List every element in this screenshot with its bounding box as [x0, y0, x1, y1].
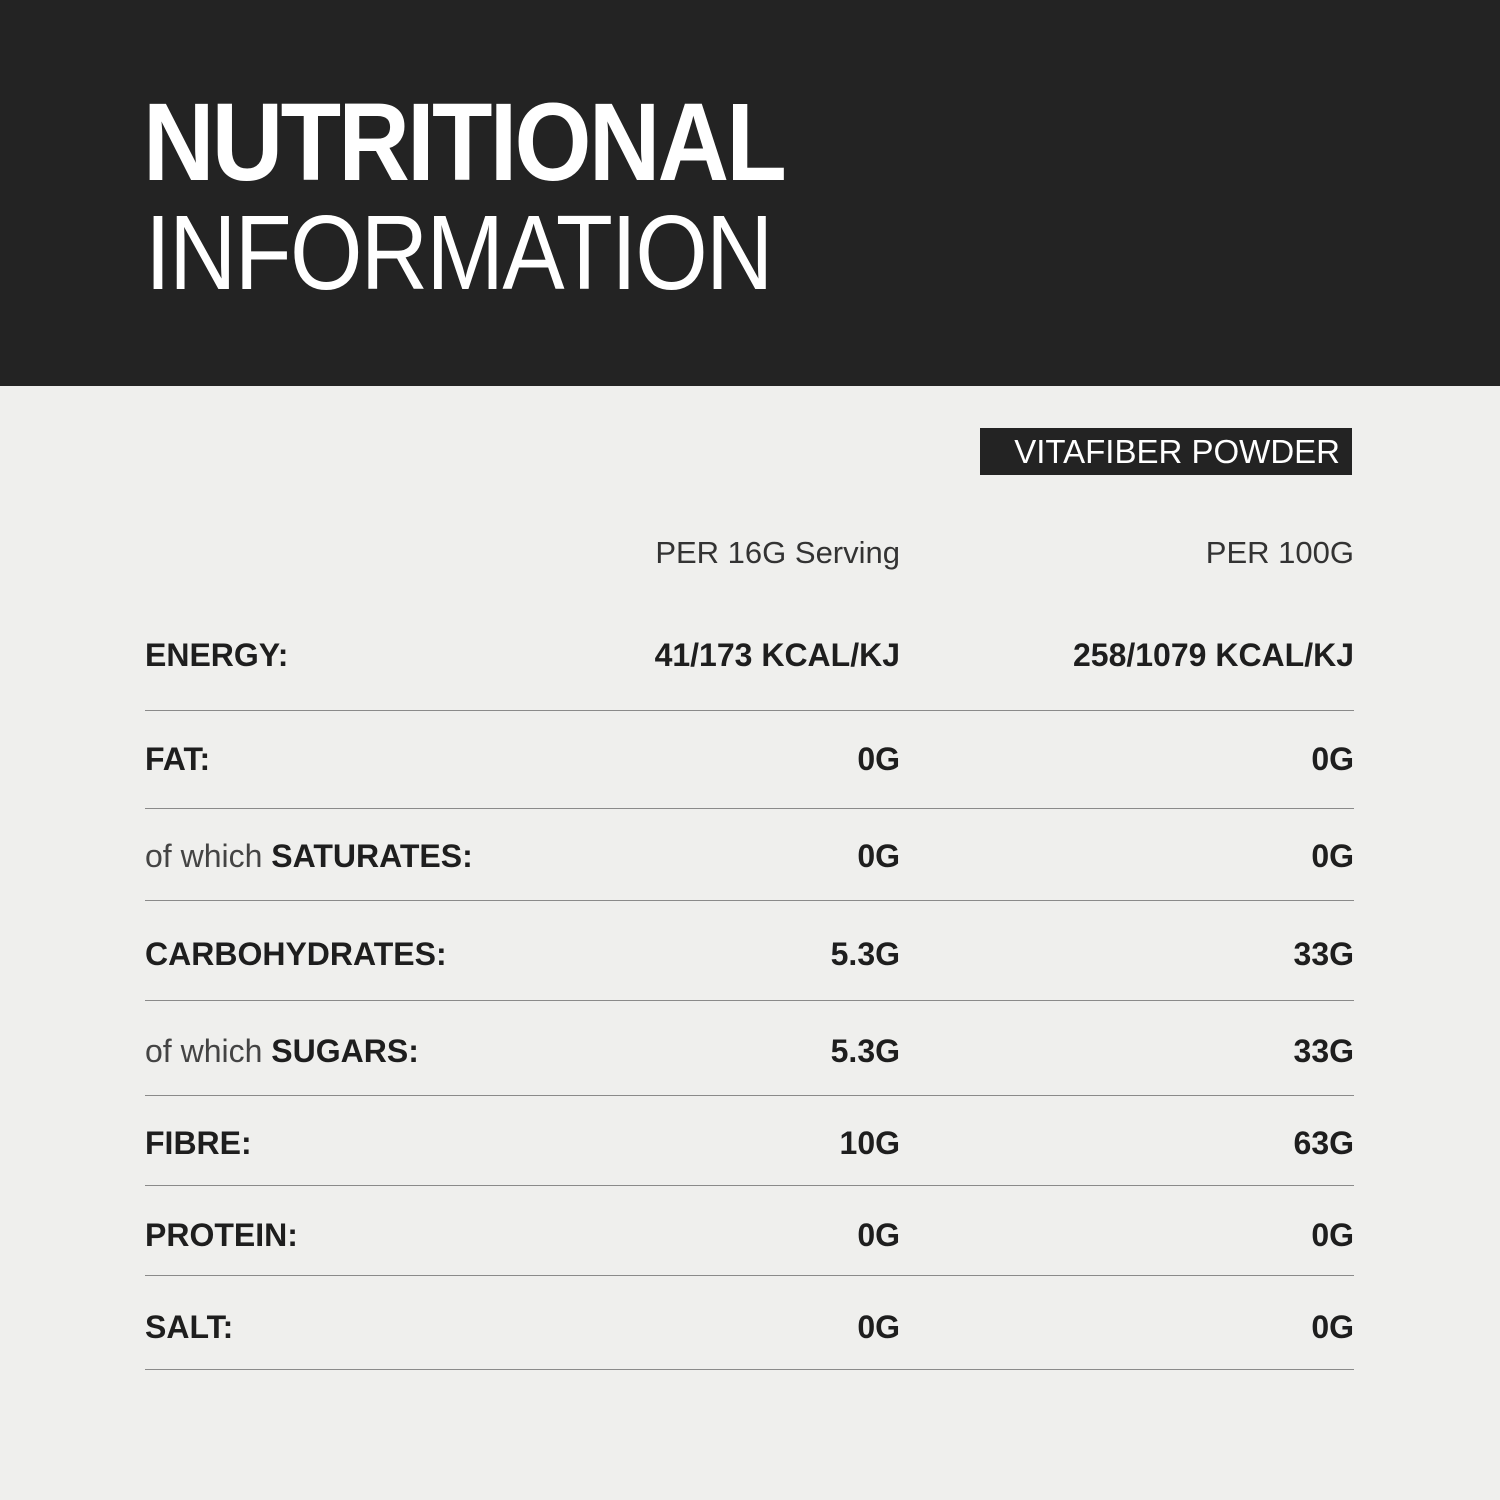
- row-label-name: PROTEIN:: [145, 1217, 298, 1253]
- table-row: SALT: 0G 0G: [145, 1307, 1354, 1347]
- table-row: PROTEIN: 0G 0G: [145, 1215, 1354, 1255]
- value-per-100g: 0G: [1311, 741, 1354, 777]
- value-per-serving: 0G: [857, 838, 900, 874]
- row-label-name: SUGARS:: [271, 1033, 419, 1069]
- row-label-name: SATURATES:: [271, 838, 473, 874]
- header-banner: NUTRITIONAL INFORMATION: [0, 0, 1500, 386]
- row-divider: [145, 900, 1354, 901]
- row-divider: [145, 1275, 1354, 1276]
- value-per-serving: 5.3G: [830, 1033, 900, 1069]
- row-label-name: SALT:: [145, 1309, 234, 1345]
- value-per-serving: 0G: [857, 1217, 900, 1253]
- value-per-serving: 5.3G: [830, 936, 900, 972]
- row-label-prefix: of which: [145, 838, 272, 874]
- table-row: FIBRE: 10G 63G: [145, 1123, 1354, 1163]
- row-label: of which SATURATES:: [145, 836, 473, 876]
- row-label: PROTEIN:: [145, 1215, 298, 1255]
- value-per-100g: 63G: [1293, 1125, 1354, 1161]
- row-label-name: FAT:: [145, 741, 211, 777]
- table-row: CARBOHYDRATES: 5.3G 33G: [145, 934, 1354, 974]
- value-per-100g: 0G: [1311, 1217, 1354, 1253]
- table-row: of which SUGARS: 5.3G 33G: [145, 1031, 1354, 1071]
- row-label: ENERGY:: [145, 635, 288, 675]
- column-header-per-serving: PER 16G Serving: [655, 535, 900, 570]
- row-label-name: CARBOHYDRATES:: [145, 936, 447, 972]
- row-divider: [145, 1000, 1354, 1001]
- value-per-100g: 0G: [1311, 1309, 1354, 1345]
- row-label: of which SUGARS:: [145, 1031, 419, 1071]
- row-label-prefix: of which: [145, 1033, 272, 1069]
- row-label: SALT:: [145, 1307, 233, 1347]
- value-per-100g: 33G: [1293, 1033, 1354, 1069]
- row-label: FIBRE:: [145, 1123, 252, 1163]
- row-divider: [145, 1369, 1354, 1370]
- value-per-serving: 0G: [857, 1309, 900, 1345]
- title-light: INFORMATION: [145, 194, 773, 312]
- row-label-name: FIBRE:: [145, 1125, 252, 1161]
- row-divider: [145, 808, 1354, 809]
- row-divider: [145, 1095, 1354, 1096]
- table-row: ENERGY: 41/173 KCAL/KJ 258/1079 KCAL/KJ: [145, 635, 1354, 675]
- row-divider: [145, 1185, 1354, 1186]
- title-bold: NUTRITIONAL: [143, 81, 787, 204]
- value-per-100g: 33G: [1293, 936, 1354, 972]
- row-label: FAT:: [145, 739, 210, 779]
- value-per-serving: 41/173 KCAL/KJ: [654, 637, 900, 673]
- row-divider: [145, 710, 1354, 711]
- value-per-100g: 258/1079 KCAL/KJ: [1072, 637, 1354, 673]
- column-header-per-100g: PER 100G: [1205, 535, 1354, 570]
- row-label-name: ENERGY:: [145, 637, 289, 673]
- value-per-serving: 10G: [839, 1125, 900, 1161]
- row-label: CARBOHYDRATES:: [145, 934, 447, 974]
- value-per-100g: 0G: [1311, 838, 1354, 874]
- table-row: of which SATURATES: 0G 0G: [145, 836, 1354, 876]
- value-per-serving: 0G: [857, 741, 900, 777]
- table-row: FAT: 0G 0G: [145, 739, 1354, 779]
- product-badge: VITAFIBER POWDER: [980, 428, 1352, 475]
